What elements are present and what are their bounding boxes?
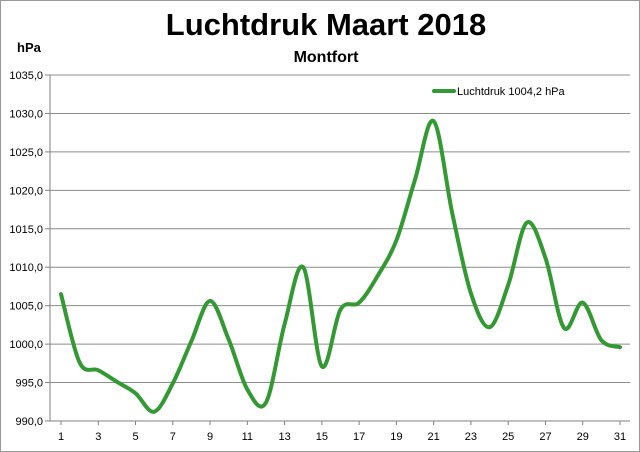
x-tick-label: 9 [207, 431, 213, 443]
data-point [507, 284, 509, 286]
data-point [488, 326, 491, 328]
data-point [377, 275, 379, 277]
data-point [228, 338, 230, 341]
data-point [153, 411, 155, 413]
data-point [134, 392, 137, 394]
data-point [563, 327, 565, 329]
y-tick-labels: 990,0 995,0 1000,0 1005,0 1010,0 1015,0 1020,0… [9, 70, 43, 428]
data-point [172, 382, 174, 384]
data-point [619, 346, 621, 348]
axes [45, 74, 630, 425]
x-tick-label: 21 [428, 431, 440, 443]
legend: Luchtdruk 1004,2 hPa [432, 86, 566, 98]
chart-subtitle: Montfort [294, 49, 360, 66]
data-point [582, 301, 584, 304]
data-point [79, 361, 81, 364]
data-point [284, 323, 286, 325]
y-axis-label: hPa [17, 40, 42, 55]
x-tick-label: 29 [577, 431, 589, 443]
y-tick-label: 995,0 [15, 378, 43, 390]
data-point [209, 300, 211, 302]
y-tick-label: 990,0 [15, 416, 43, 428]
y-tick-label: 1015,0 [9, 224, 43, 236]
data-point [60, 293, 62, 295]
data-point [600, 339, 602, 341]
data-point [339, 308, 342, 311]
series-group [59, 118, 622, 414]
data-point [414, 178, 416, 181]
data-point [526, 222, 528, 224]
legend-label: Luchtdruk 1004,2 hPa [457, 86, 566, 98]
data-point [190, 340, 193, 342]
data-point [246, 388, 248, 391]
y-tick-label: 1020,0 [9, 185, 43, 197]
data-point [433, 120, 435, 122]
x-tick-label: 15 [316, 431, 328, 443]
data-point [544, 257, 547, 259]
data-point [395, 239, 397, 241]
x-tick-labels: 1 3 5 7 9 11 13 15 17 19 21 23 25 27 29 31 [58, 431, 626, 443]
chart-title: Luchtdruk Maart 2018 [166, 7, 486, 42]
data-point [97, 369, 99, 371]
gridlines [50, 74, 630, 384]
x-tick-label: 23 [465, 431, 477, 443]
data-point [451, 212, 453, 214]
y-tick-label: 1030,0 [9, 108, 43, 120]
data-point [265, 401, 267, 404]
x-tick-label: 25 [502, 431, 514, 443]
x-tick-label: 13 [278, 431, 290, 443]
x-tick-label: 3 [95, 431, 101, 443]
x-tick-label: 7 [170, 431, 176, 443]
y-tick-label: 1035,0 [9, 70, 43, 82]
x-tick-label: 11 [242, 431, 253, 443]
x-tick-label: 5 [132, 431, 138, 443]
series-line-luchtdruk [59, 118, 622, 414]
x-tick-label: 17 [353, 431, 365, 443]
x-tick-label: 19 [390, 431, 402, 443]
data-point [302, 266, 304, 268]
x-tick-label: 27 [539, 431, 551, 443]
data-point [321, 365, 323, 368]
data-point [470, 292, 472, 294]
y-tick-label: 1010,0 [9, 262, 43, 274]
y-tick-label: 1025,0 [9, 147, 43, 159]
y-tick-label: 1005,0 [9, 301, 43, 313]
x-tick-label: 1 [58, 431, 64, 443]
data-point [116, 381, 118, 383]
x-tick-label: 31 [614, 431, 626, 443]
y-tick-label: 1000,0 [9, 339, 43, 351]
data-point [358, 301, 360, 304]
